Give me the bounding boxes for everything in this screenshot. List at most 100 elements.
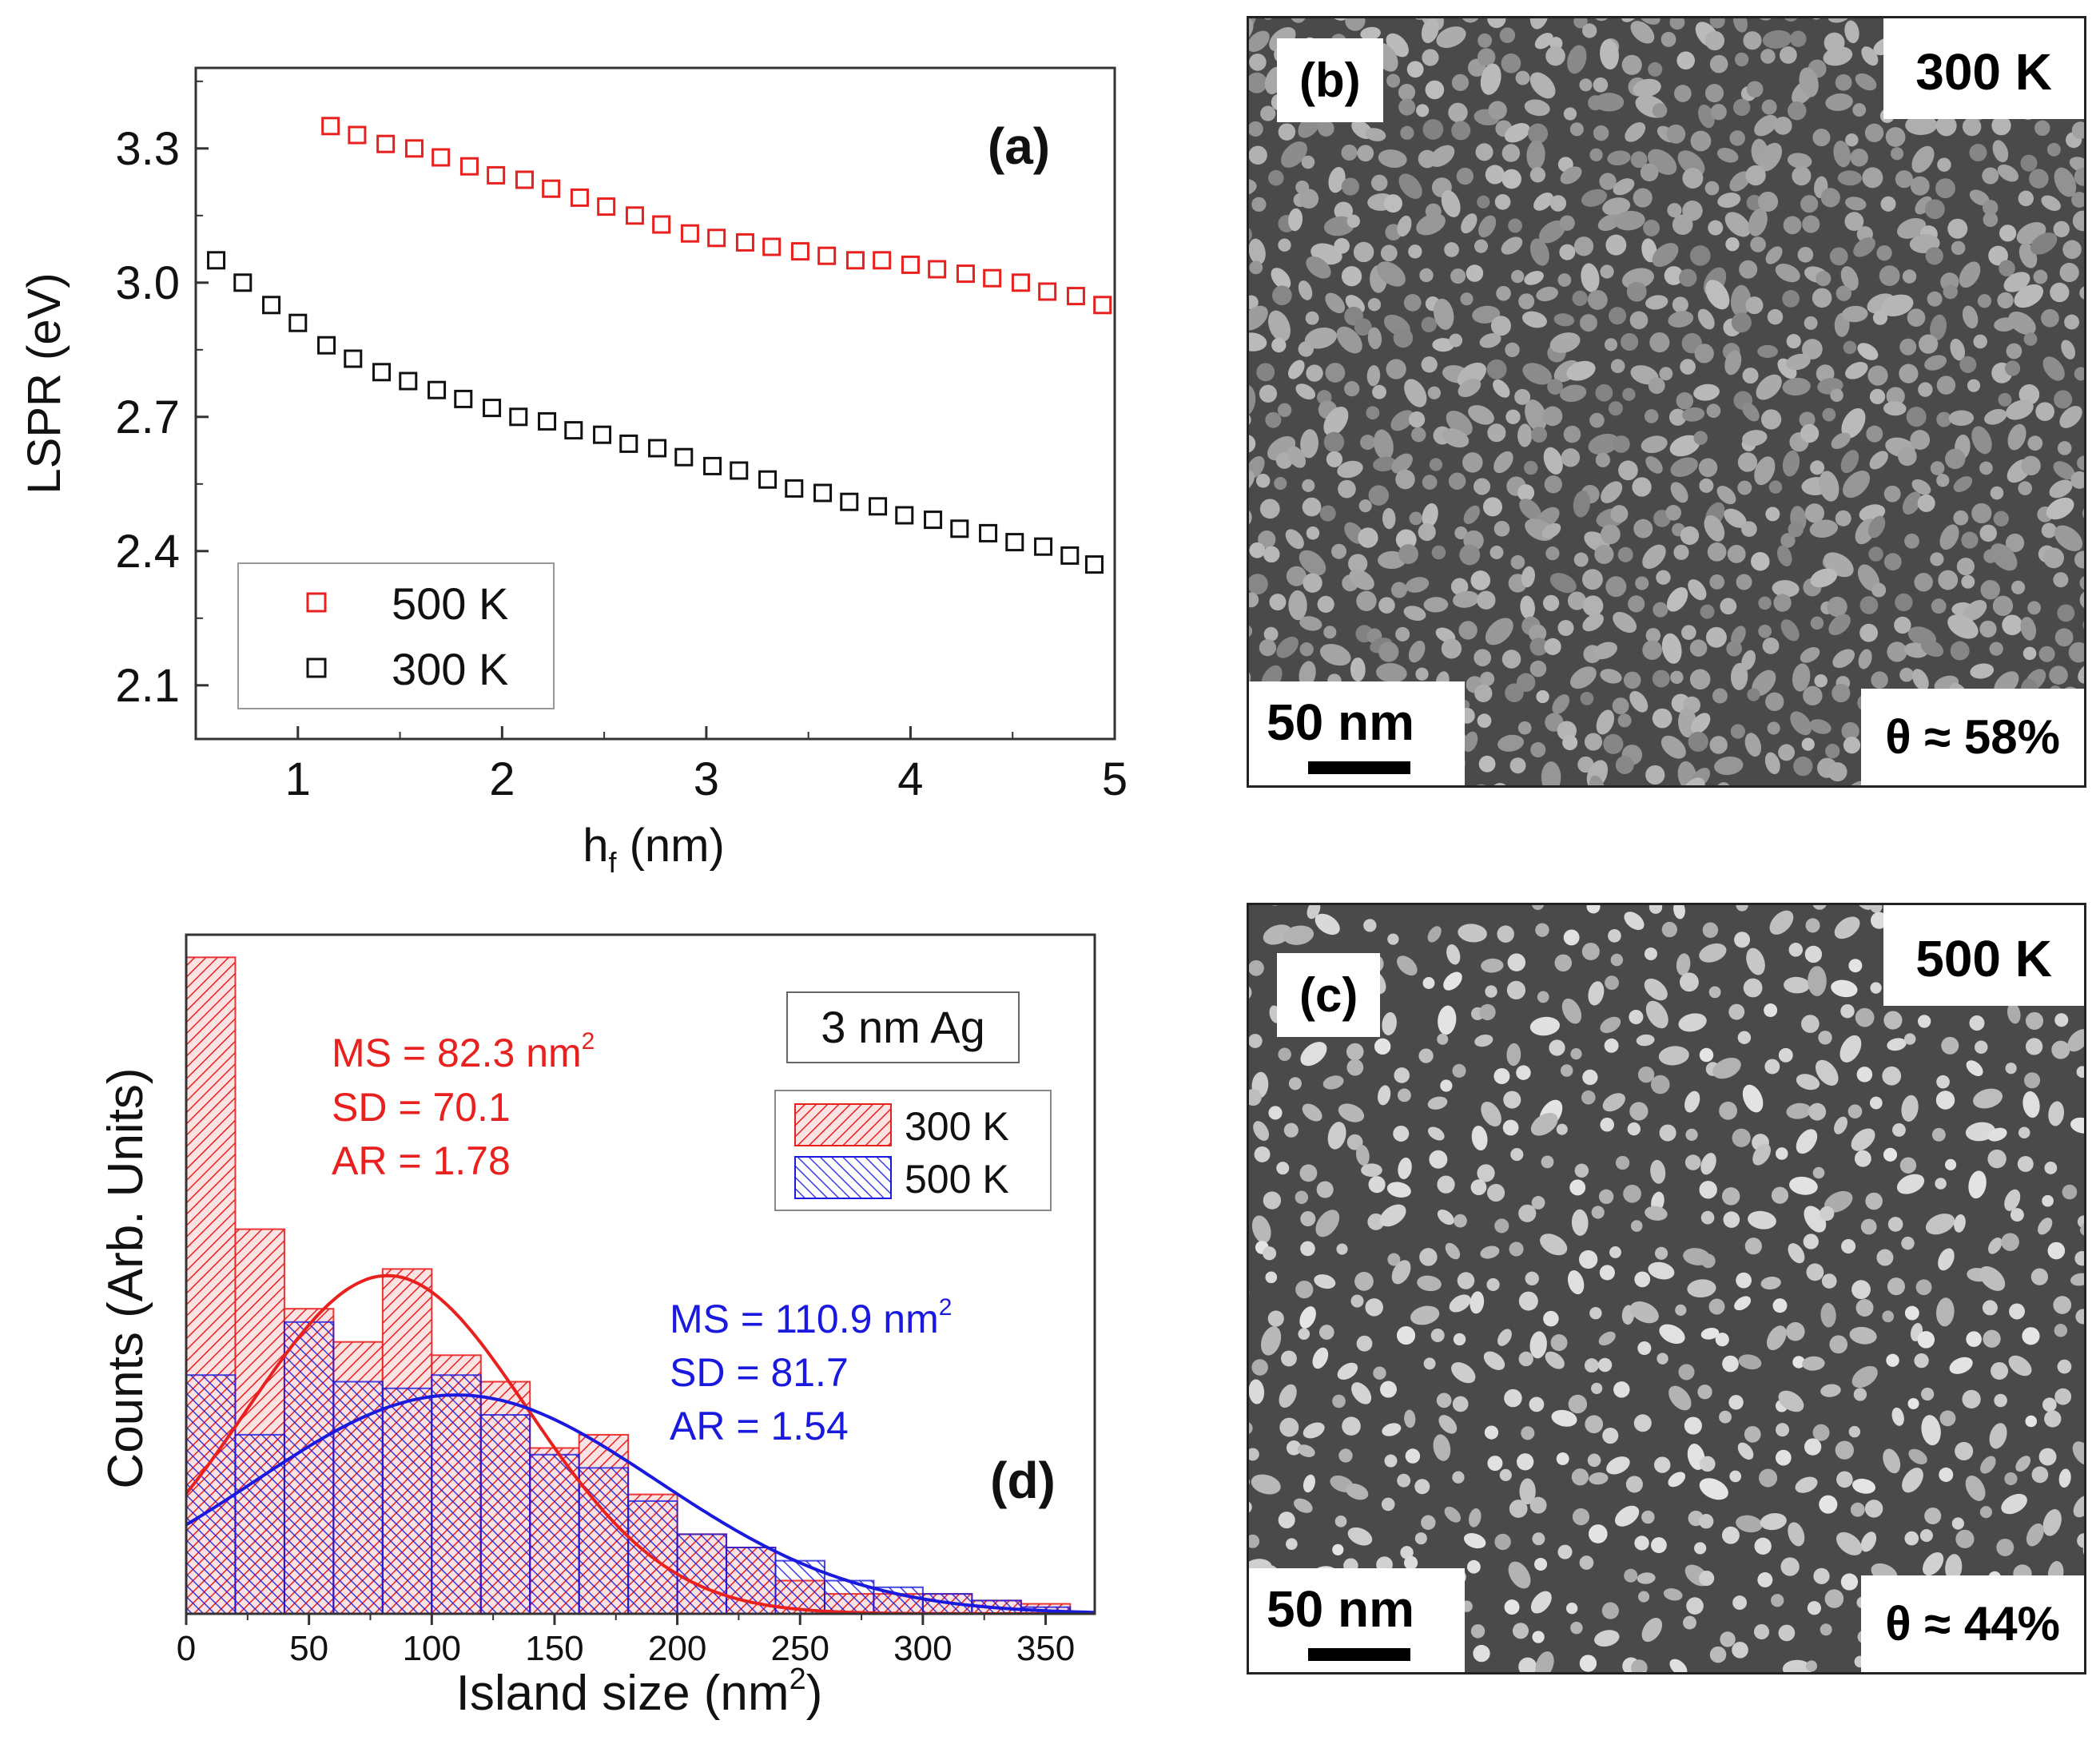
point-500k — [597, 197, 616, 217]
point-300k — [593, 425, 612, 444]
point-500k — [487, 165, 506, 185]
point-300k — [262, 296, 281, 315]
point-300k — [1060, 546, 1080, 565]
point-500k — [570, 188, 589, 207]
point-500k — [707, 228, 726, 248]
micrograph-c-temperature: 500 K — [1883, 905, 2084, 1006]
point-500k — [625, 206, 644, 225]
x-tick-label: 5 — [1102, 753, 1128, 805]
bar-500k — [283, 1321, 335, 1614]
y-tick-label: 2.4 — [115, 526, 180, 578]
point-300k — [207, 251, 226, 270]
point-300k — [840, 492, 859, 511]
point-300k — [509, 407, 528, 427]
chart-d-y-axis-label: Counts (Arb. Units) — [98, 1067, 153, 1488]
point-300k — [924, 511, 943, 530]
stat-ms-300k: MS = 82.3 nm2 — [332, 1028, 595, 1075]
chart-d-panel-label: (d) — [990, 1452, 1056, 1509]
point-500k — [1066, 287, 1085, 306]
point-300k — [288, 313, 308, 332]
point-500k — [983, 268, 1002, 288]
point-300k — [1034, 537, 1053, 556]
bar-500k — [479, 1414, 531, 1614]
point-500k — [1011, 273, 1030, 292]
stat-sd-500k: SD = 81.7 — [670, 1350, 849, 1395]
point-300k — [1005, 533, 1024, 552]
point-300k — [730, 461, 749, 480]
point-300k — [869, 497, 888, 516]
point-500k — [680, 224, 699, 243]
chart-d-sample-label: 3 nm Ag — [821, 1002, 984, 1052]
point-500k — [790, 242, 809, 261]
micrograph-c-texture — [1249, 905, 2084, 1672]
point-300k — [758, 470, 778, 489]
point-500k — [901, 255, 920, 274]
legend-label-500k: 500 K — [392, 578, 508, 629]
chart-a-legend: 500 K 300 K — [237, 562, 555, 709]
point-300k — [428, 380, 447, 399]
point-500k — [735, 232, 754, 252]
point-500k — [515, 170, 534, 189]
chart-a-y-axis-label: LSPR (eV) — [18, 272, 70, 494]
point-300k — [454, 389, 473, 408]
point-500k — [432, 148, 451, 167]
point-300k — [399, 371, 418, 391]
legend-marker-500k — [306, 592, 327, 613]
chart-d-plot-frame — [185, 933, 1096, 1615]
point-500k — [928, 260, 947, 279]
bar-500k — [381, 1387, 433, 1614]
legend-swatch-500k — [794, 1156, 892, 1199]
point-500k — [1093, 296, 1112, 315]
point-500k — [348, 125, 367, 145]
micrograph-b-temperature: 300 K — [1883, 18, 2084, 119]
point-300k — [648, 439, 667, 458]
x-tick-label: 300 — [893, 1629, 952, 1668]
point-500k — [459, 157, 479, 176]
point-300k — [538, 411, 557, 431]
point-300k — [785, 479, 804, 498]
micrograph-b-panel-label: (b) — [1277, 38, 1383, 122]
chart-d: 0 50 100 150 200 250 300 350 Counts (Arb. Units… — [98, 933, 1096, 1721]
x-tick-label: 4 — [897, 753, 923, 805]
y-tick-label: 3.0 — [115, 257, 180, 309]
micrograph-c-panel-label: (c) — [1277, 953, 1381, 1037]
point-500k — [817, 246, 837, 265]
micrograph-c-scale-bar — [1308, 1648, 1410, 1661]
x-tick-label: 250 — [771, 1629, 829, 1668]
y-tick-label: 2.7 — [115, 391, 180, 443]
point-500k — [956, 264, 975, 284]
point-500k — [652, 215, 671, 234]
point-500k — [404, 139, 424, 158]
point-300k — [703, 456, 722, 475]
x-tick-label: 350 — [1016, 1629, 1075, 1668]
point-300k — [564, 421, 583, 440]
bar-500k — [676, 1533, 728, 1614]
point-300k — [317, 336, 336, 355]
x-tick-label: 1 — [285, 753, 311, 805]
stat-ms-500k: MS = 110.9 nm2 — [670, 1294, 952, 1341]
x-tick-label: 0 — [177, 1629, 196, 1668]
chart-d-stats-500k: MS = 110.9 nm2 SD = 81.7 AR = 1.54 — [670, 1294, 952, 1448]
chart-d-x-axis-label: Island size (nm2) — [456, 1663, 823, 1721]
x-tick-label: 100 — [403, 1629, 461, 1668]
point-300k — [950, 519, 969, 538]
point-300k — [895, 506, 914, 525]
point-300k — [344, 349, 363, 368]
micrograph-b: (b) 300 K 50 nm θ ≈ 58% — [1247, 16, 2086, 788]
point-300k — [979, 523, 998, 542]
point-300k — [813, 483, 833, 503]
micrograph-c-scale-box: 50 nm — [1249, 1568, 1465, 1672]
point-300k — [483, 399, 502, 418]
point-300k — [233, 273, 253, 292]
point-500k — [762, 237, 782, 256]
bar-500k — [431, 1374, 482, 1614]
point-300k — [372, 363, 392, 382]
stat-ar-500k: AR = 1.54 — [670, 1404, 849, 1448]
x-tick-label: 200 — [648, 1629, 706, 1668]
x-tick-label: 150 — [525, 1629, 583, 1668]
y-tick-label: 3.3 — [115, 123, 180, 175]
x-tick-label: 2 — [489, 753, 515, 805]
chart-d-legend: 300 K 500 K — [774, 1090, 1052, 1211]
chart-d-stats-300k: MS = 82.3 nm2 SD = 70.1 AR = 1.78 — [332, 1028, 595, 1183]
point-300k — [1084, 555, 1104, 574]
